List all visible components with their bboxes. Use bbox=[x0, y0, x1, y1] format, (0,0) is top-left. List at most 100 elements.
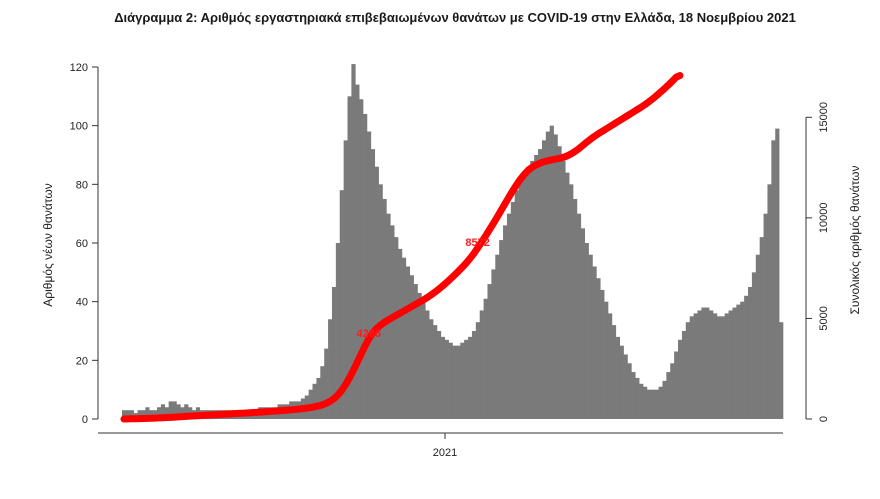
bar bbox=[705, 307, 710, 419]
bar bbox=[506, 213, 512, 419]
bar bbox=[588, 254, 593, 419]
bar bbox=[724, 313, 729, 419]
bar bbox=[608, 313, 613, 419]
bar bbox=[584, 243, 589, 419]
bar bbox=[779, 322, 784, 419]
bars-layer bbox=[122, 64, 784, 420]
bar bbox=[658, 386, 663, 419]
y-tick-label: 0 bbox=[82, 414, 88, 426]
bar bbox=[592, 266, 597, 419]
bar bbox=[491, 269, 496, 419]
bar bbox=[374, 166, 379, 419]
x-tick-label: 2021 bbox=[433, 447, 457, 459]
bar bbox=[728, 310, 733, 419]
y-tick-label: 120 bbox=[70, 62, 88, 74]
bar bbox=[378, 184, 383, 419]
y-tick-label: 20 bbox=[76, 355, 88, 367]
bar bbox=[429, 319, 434, 419]
bar bbox=[464, 339, 469, 419]
bar bbox=[156, 407, 162, 419]
bar bbox=[522, 172, 527, 419]
bar bbox=[689, 316, 694, 419]
y-tick-label: 80 bbox=[76, 179, 88, 191]
bar bbox=[394, 237, 399, 419]
y2-tick-label: 15000 bbox=[818, 102, 830, 133]
bar bbox=[444, 339, 449, 419]
bar bbox=[440, 336, 446, 419]
cumulative-deaths-line bbox=[120, 72, 684, 423]
bar bbox=[168, 401, 173, 419]
bar bbox=[122, 410, 127, 419]
bar bbox=[631, 372, 636, 419]
bar bbox=[339, 190, 344, 419]
bar bbox=[619, 345, 624, 419]
bar bbox=[149, 410, 154, 419]
bar bbox=[343, 140, 348, 419]
bar bbox=[335, 243, 341, 419]
bar bbox=[720, 316, 725, 419]
bar bbox=[744, 295, 749, 419]
bar bbox=[654, 389, 659, 419]
cumulative-line-layer bbox=[120, 72, 684, 423]
bar bbox=[553, 134, 558, 419]
bar bbox=[460, 342, 465, 419]
bar bbox=[382, 199, 387, 419]
bar bbox=[623, 354, 628, 419]
bar bbox=[561, 160, 566, 419]
bar bbox=[526, 166, 531, 419]
bar bbox=[471, 331, 477, 419]
bar bbox=[328, 319, 333, 419]
bar bbox=[713, 313, 718, 419]
y-tick-label: 60 bbox=[76, 238, 88, 250]
bar bbox=[681, 331, 687, 419]
bar bbox=[666, 372, 671, 419]
bar bbox=[674, 351, 679, 419]
bar bbox=[145, 407, 150, 419]
bar bbox=[611, 325, 617, 419]
cumulative-annotation: 4286 bbox=[357, 328, 381, 340]
bar bbox=[662, 380, 667, 419]
bar bbox=[775, 128, 780, 419]
bar bbox=[359, 99, 364, 420]
y2-tick-label: 10000 bbox=[818, 203, 830, 234]
cumulative-annotation: 17075 bbox=[671, 0, 705, 3]
bar bbox=[627, 363, 632, 419]
bar bbox=[697, 310, 702, 419]
axes-layer: 0 20 40 60 80 100 120 0 5000 10000 15000 2021 bbox=[70, 62, 830, 459]
bar bbox=[320, 366, 325, 419]
bar bbox=[366, 131, 372, 419]
bar bbox=[678, 339, 683, 419]
bar bbox=[398, 248, 403, 419]
bar bbox=[129, 410, 134, 419]
bar bbox=[748, 287, 753, 419]
y2-tick-label: 0 bbox=[818, 416, 830, 422]
bar bbox=[316, 377, 321, 419]
bar bbox=[495, 254, 500, 419]
bar bbox=[456, 345, 461, 419]
bar bbox=[331, 287, 337, 419]
bar bbox=[565, 172, 570, 419]
y-tick-label: 100 bbox=[70, 121, 88, 133]
bar bbox=[479, 310, 484, 419]
bar bbox=[646, 389, 652, 419]
bar bbox=[351, 64, 356, 419]
bar bbox=[409, 275, 414, 419]
bar bbox=[635, 377, 640, 419]
bar bbox=[650, 389, 655, 419]
bar bbox=[771, 140, 776, 419]
bar bbox=[709, 310, 714, 419]
y2-axis-label: Συνολικός αριθμός θανάτων bbox=[848, 165, 862, 314]
bar bbox=[312, 383, 317, 419]
bar bbox=[468, 336, 473, 419]
bar bbox=[417, 292, 422, 419]
bar bbox=[569, 184, 574, 419]
bar bbox=[405, 266, 411, 419]
bar bbox=[355, 84, 360, 419]
bar bbox=[499, 240, 504, 419]
bar bbox=[545, 131, 551, 419]
bar bbox=[755, 254, 760, 419]
bar bbox=[751, 272, 757, 419]
bar bbox=[615, 336, 620, 419]
bar bbox=[759, 237, 764, 419]
